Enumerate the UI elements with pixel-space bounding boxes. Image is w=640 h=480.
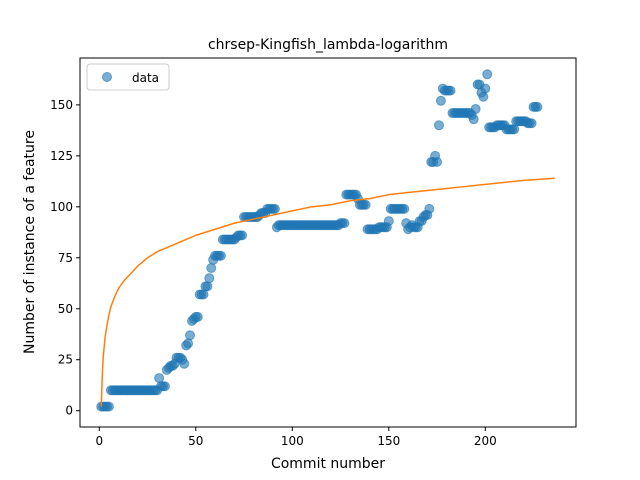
y-tick-label: 50 bbox=[58, 302, 73, 316]
x-tick-label: 200 bbox=[474, 434, 497, 448]
legend-box bbox=[86, 63, 170, 91]
data-point bbox=[532, 101, 543, 112]
data-point bbox=[482, 69, 493, 80]
data-point bbox=[339, 218, 350, 229]
legend-marker-data bbox=[102, 72, 112, 82]
data-point bbox=[269, 203, 280, 214]
x-tick-label: 100 bbox=[281, 434, 304, 448]
data-point bbox=[183, 338, 194, 349]
legend-label-data: data bbox=[132, 71, 159, 85]
x-axis-ticks: 0 50 100 150 200 bbox=[95, 427, 497, 448]
data-point bbox=[103, 401, 114, 412]
fit-line bbox=[100, 177, 555, 407]
data-point bbox=[433, 120, 444, 131]
data-point bbox=[215, 250, 226, 261]
x-tick-label: 50 bbox=[188, 434, 203, 448]
data-point bbox=[154, 373, 165, 384]
data-point bbox=[424, 203, 435, 214]
data-point bbox=[204, 273, 215, 284]
x-tick-label: 150 bbox=[377, 434, 400, 448]
y-tick-label: 0 bbox=[65, 404, 73, 418]
data-point bbox=[470, 103, 481, 114]
y-tick-label: 100 bbox=[50, 200, 73, 214]
data-point bbox=[526, 118, 537, 129]
data-point bbox=[509, 124, 520, 135]
data-point bbox=[185, 330, 196, 341]
x-axis-label: Commit number bbox=[271, 456, 385, 472]
data-point bbox=[445, 85, 456, 96]
y-tick-label: 125 bbox=[50, 149, 73, 163]
scatter-series-data bbox=[96, 69, 543, 412]
data-point bbox=[360, 199, 371, 210]
data-point bbox=[237, 230, 248, 241]
chart-title: chrsep-Kingfish_lambda-logarithm bbox=[208, 37, 448, 53]
data-point bbox=[432, 156, 443, 167]
x-tick-label: 0 bbox=[95, 434, 103, 448]
data-point bbox=[198, 289, 209, 300]
plot-area bbox=[79, 57, 577, 428]
data-point bbox=[480, 83, 491, 94]
data-point bbox=[192, 311, 203, 322]
data-point bbox=[159, 381, 170, 392]
data-point bbox=[399, 203, 410, 214]
y-tick-label: 150 bbox=[50, 98, 73, 112]
data-point bbox=[478, 91, 489, 102]
y-tick-label: 25 bbox=[58, 353, 73, 367]
data-point bbox=[383, 216, 394, 227]
data-point bbox=[202, 281, 213, 292]
axes-frame bbox=[79, 57, 577, 428]
data-point bbox=[206, 262, 217, 273]
series-layer bbox=[96, 69, 555, 412]
data-point bbox=[435, 95, 446, 106]
y-axis-ticks: 0 25 50 75 100 125 150 bbox=[50, 98, 80, 418]
data-point bbox=[468, 114, 479, 125]
data-point bbox=[179, 358, 190, 369]
y-axis-label: Number of instance of a feature bbox=[22, 130, 38, 354]
y-tick-label: 75 bbox=[58, 251, 73, 265]
legend: data bbox=[86, 63, 170, 91]
